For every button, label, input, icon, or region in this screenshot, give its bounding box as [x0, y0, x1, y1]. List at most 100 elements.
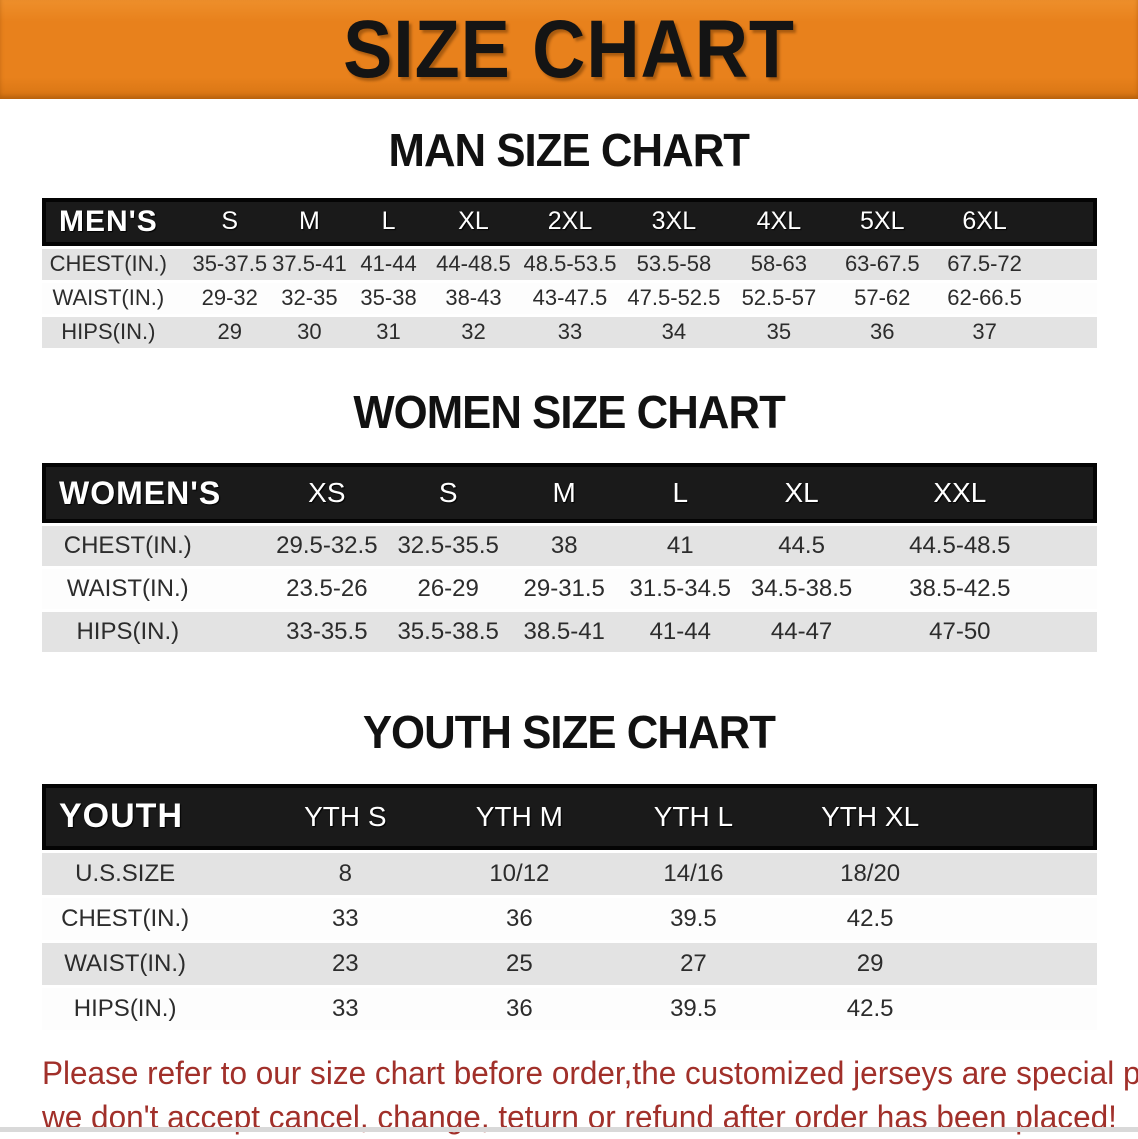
table-row: U.S.SIZE 8 10/12 14/16 18/20: [42, 849, 1097, 898]
size-value-cell: 23: [258, 942, 433, 988]
size-value-cell: 29: [189, 316, 270, 351]
size-value-cell: 38: [506, 523, 623, 570]
size-value-cell: 39.5: [606, 897, 781, 943]
size-value-cell: 31.5-34.5: [622, 569, 739, 613]
size-value-cell: 57-62: [831, 282, 934, 317]
size-value-cell: 35-37.5: [189, 245, 270, 283]
size-value-cell: 29: [780, 942, 960, 988]
row-label: WAIST(IN.): [42, 942, 259, 988]
size-value-cell: 8: [258, 849, 433, 898]
size-value-cell: 34.5-38.5: [738, 569, 865, 613]
women-section: WOMEN SIZE CHART WOMEN'S XS S M L XL XXL CHEST(…: [0, 385, 1138, 656]
row-filler-cell: [1035, 245, 1097, 283]
row-label: WAIST(IN.): [42, 569, 264, 613]
size-value-cell: 37.5-41: [269, 245, 349, 283]
row-filler-cell: [959, 897, 1097, 943]
size-value-cell: 42.5: [780, 897, 960, 943]
size-value-cell: 44-47: [738, 612, 865, 656]
table-row: CHEST(IN.) 29.5-32.5 32.5-35.5 38 41 44.5 44.5…: [42, 523, 1097, 570]
table-row: HIPS(IN.) 33-35.5 35.5-38.5 38.5-41 41-44 44-…: [42, 612, 1097, 656]
size-value-cell: 10/12: [432, 849, 607, 898]
size-value-cell: 27: [606, 942, 781, 988]
size-column-header: XL: [428, 197, 519, 246]
size-value-cell: 42.5: [780, 987, 960, 1033]
row-filler-cell: [959, 849, 1097, 898]
size-column-header: L: [622, 463, 739, 524]
header-filler-cell: [1035, 197, 1097, 246]
size-value-cell: 62-66.5: [933, 282, 1036, 317]
size-column-header: L: [348, 197, 429, 246]
banner-title: SIZE CHART: [343, 3, 795, 95]
youth-section: YOUTH SIZE CHART YOUTH YTH S YTH M YTH L YTH…: [0, 707, 1138, 1033]
youth-section-heading: YOUTH SIZE CHART: [0, 707, 1138, 758]
disclaimer-line-1: Please refer to our size chart before or…: [42, 1054, 1138, 1091]
size-value-cell: 32-35: [269, 282, 349, 317]
table-row: HIPS(IN.) 33 36 39.5 42.5: [42, 987, 1097, 1033]
men-section-heading: MAN SIZE CHART: [0, 125, 1138, 176]
table-row: CHEST(IN.) 35-37.5 37.5-41 41-44 44-48.5 48.5…: [42, 245, 1097, 283]
size-value-cell: 63-67.5: [831, 245, 934, 283]
header-filler-cell: [959, 783, 1097, 850]
row-filler-cell: [1054, 612, 1097, 656]
size-column-header: XS: [263, 463, 391, 524]
men-section-heading-text: MAN SIZE CHART: [388, 124, 751, 176]
size-value-cell: 34: [621, 316, 727, 351]
size-table-header-row: WOMEN'S XS S M L XL XXL: [42, 463, 1097, 524]
size-value-cell: 38-43: [428, 282, 519, 317]
size-value-cell: 29.5-32.5: [263, 523, 391, 570]
size-value-cell: 33: [258, 987, 433, 1033]
row-filler-cell: [959, 987, 1097, 1033]
size-column-header: YTH L: [606, 783, 781, 850]
size-column-header: XL: [738, 463, 865, 524]
size-value-cell: 67.5-72: [933, 245, 1036, 283]
bottom-edge-strip: [0, 1127, 1138, 1132]
size-value-cell: 36: [432, 897, 607, 943]
size-value-cell: 39.5: [606, 987, 781, 1033]
table-header-label: MEN'S: [42, 197, 190, 246]
size-value-cell: 29-31.5: [506, 569, 623, 613]
header-filler-cell: [1054, 463, 1097, 524]
women-section-heading-text: WOMEN SIZE CHART: [353, 385, 785, 438]
youth-section-heading-text: YOUTH SIZE CHART: [362, 706, 776, 759]
size-column-header: M: [506, 463, 623, 524]
size-column-header: S: [390, 463, 507, 524]
size-value-cell: 35-38: [348, 282, 429, 317]
size-value-cell: 58-63: [726, 245, 832, 283]
size-value-cell: 32.5-35.5: [390, 523, 507, 570]
size-column-header: YTH M: [432, 783, 607, 850]
size-value-cell: 37: [933, 316, 1036, 351]
table-row: HIPS(IN.) 29 30 31 32 33 34 35 36 37: [42, 316, 1097, 351]
size-value-cell: 31: [348, 316, 429, 351]
row-filler-cell: [1054, 523, 1097, 570]
size-value-cell: 14/16: [606, 849, 781, 898]
row-label: CHEST(IN.): [42, 245, 190, 283]
size-column-header: 4XL: [726, 197, 832, 246]
table-header-label: YOUTH: [42, 783, 259, 850]
size-value-cell: 38.5-42.5: [864, 569, 1055, 613]
size-column-header: XXL: [864, 463, 1055, 524]
women-size-table: WOMEN'S XS S M L XL XXL CHEST(IN.) 29.5-32.5 32.5…: [42, 463, 1097, 656]
size-value-cell: 25: [432, 942, 607, 988]
size-column-header: 3XL: [621, 197, 727, 246]
size-value-cell: 23.5-26: [263, 569, 391, 613]
size-value-cell: 36: [831, 316, 934, 351]
table-row: CHEST(IN.) 33 36 39.5 42.5: [42, 897, 1097, 943]
disclaimer-line-2: we don't accept cancel, change, teturn o…: [42, 1098, 1117, 1135]
size-value-cell: 41-44: [348, 245, 429, 283]
size-table-header-row: YOUTH YTH S YTH M YTH L YTH XL: [42, 783, 1097, 850]
size-column-header: M: [269, 197, 349, 246]
size-value-cell: 29-32: [189, 282, 270, 317]
row-filler-cell: [1054, 569, 1097, 613]
row-filler-cell: [1035, 316, 1097, 351]
size-column-header: S: [189, 197, 270, 246]
table-row: WAIST(IN.) 29-32 32-35 35-38 38-43 43-47.5 47.…: [42, 282, 1097, 317]
size-value-cell: 43-47.5: [518, 282, 622, 317]
disclaimer: Please refer to our size chart before or…: [42, 1051, 1138, 1139]
size-value-cell: 26-29: [390, 569, 507, 613]
row-label: HIPS(IN.): [42, 316, 190, 351]
size-chart-banner: SIZE CHART: [0, 0, 1138, 99]
size-value-cell: 33: [258, 897, 433, 943]
row-label: WAIST(IN.): [42, 282, 190, 317]
size-value-cell: 47.5-52.5: [621, 282, 727, 317]
size-value-cell: 33: [518, 316, 622, 351]
